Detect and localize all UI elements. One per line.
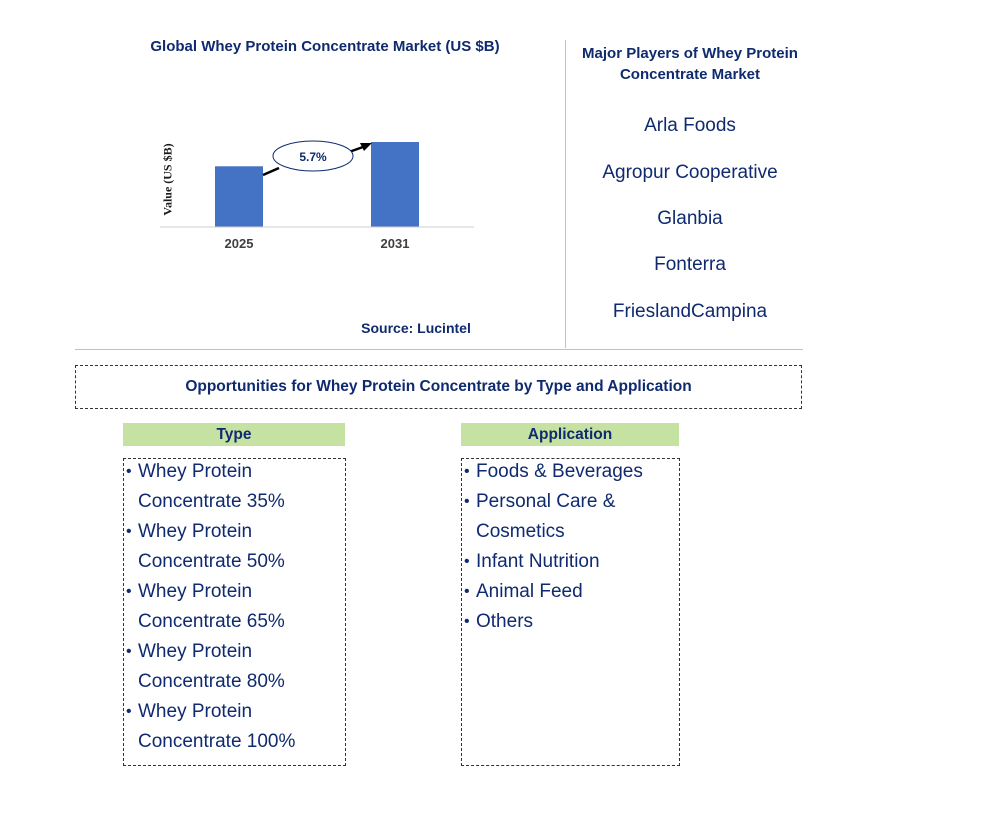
- players-title: Major Players of Whey Protein Concentrat…: [582, 45, 798, 83]
- application-item: Others: [462, 607, 679, 637]
- type-item-line: Concentrate 65%: [138, 611, 285, 632]
- bar-2025: [215, 166, 263, 227]
- application-list: Foods & Beverages Personal Care & Cosmeti…: [462, 457, 679, 637]
- x-tick-label-2031: 2031: [381, 236, 410, 251]
- type-list-box: Whey Protein Concentrate 35% Whey Protein…: [123, 457, 346, 766]
- growth-arrow-line-1: [262, 166, 280, 177]
- growth-annotation-bubble: [272, 140, 354, 172]
- chart-title: Global Whey Protein Concentrate Market (…: [150, 38, 500, 55]
- horizontal-divider: [75, 349, 803, 350]
- type-list: Whey Protein Concentrate 35% Whey Protein…: [124, 457, 345, 757]
- application-item: Animal Feed: [462, 577, 679, 607]
- player-item: Arla Foods: [644, 115, 736, 136]
- application-list-box: Foods & Beverages Personal Care & Cosmeti…: [461, 457, 680, 766]
- player-item: Fonterra: [654, 254, 726, 275]
- type-item: Whey Protein Concentrate 80%: [124, 637, 345, 697]
- growth-annotation-label: 5.7%: [299, 150, 327, 164]
- player-item: FrieslandCampina: [612, 301, 768, 322]
- type-item-line: Concentrate 80%: [138, 671, 285, 692]
- type-item: Whey Protein Concentrate 35%: [124, 457, 345, 517]
- application-header: Application: [461, 423, 679, 446]
- type-header: Type: [123, 423, 345, 446]
- type-item-line: Whey Protein: [138, 521, 253, 542]
- application-item-line: Foods & Beverages: [476, 461, 643, 482]
- type-item-line: Whey Protein: [138, 581, 253, 602]
- application-item-line: Cosmetics: [476, 521, 565, 542]
- player-item: Agropur Cooperative: [602, 162, 778, 183]
- application-item-line: Others: [476, 611, 534, 632]
- type-item-line: Whey Protein: [138, 461, 253, 482]
- type-item: Whey Protein Concentrate 100%: [124, 697, 345, 757]
- opportunities-title: Opportunities for Whey Protein Concentra…: [185, 378, 692, 395]
- application-item: Infant Nutrition: [462, 547, 679, 577]
- type-item-line: Concentrate 100%: [138, 731, 296, 752]
- application-item-line: Personal Care &: [476, 491, 616, 512]
- type-item-line: Whey Protein: [138, 701, 253, 722]
- opportunities-box: [75, 365, 802, 409]
- type-item-line: Concentrate 50%: [138, 551, 285, 572]
- application-item-line: Animal Feed: [476, 581, 583, 602]
- player-item: Glanbia: [657, 208, 723, 229]
- type-item: Whey Protein Concentrate 50%: [124, 517, 345, 577]
- growth-arrow-head: [360, 143, 372, 151]
- application-item-line: Infant Nutrition: [476, 551, 600, 572]
- vertical-divider: [565, 40, 566, 348]
- type-item: Whey Protein Concentrate 65%: [124, 577, 345, 637]
- type-item-line: Concentrate 35%: [138, 491, 285, 512]
- bar-chart: 2025 2031 5.7%: [160, 140, 474, 251]
- source-label: Source: Lucintel: [361, 320, 471, 336]
- x-tick-label-2025: 2025: [225, 236, 254, 251]
- bar-2031: [371, 142, 419, 227]
- type-item-line: Whey Protein: [138, 641, 253, 662]
- application-item: Personal Care & Cosmetics: [462, 487, 679, 547]
- application-item: Foods & Beverages: [462, 457, 679, 487]
